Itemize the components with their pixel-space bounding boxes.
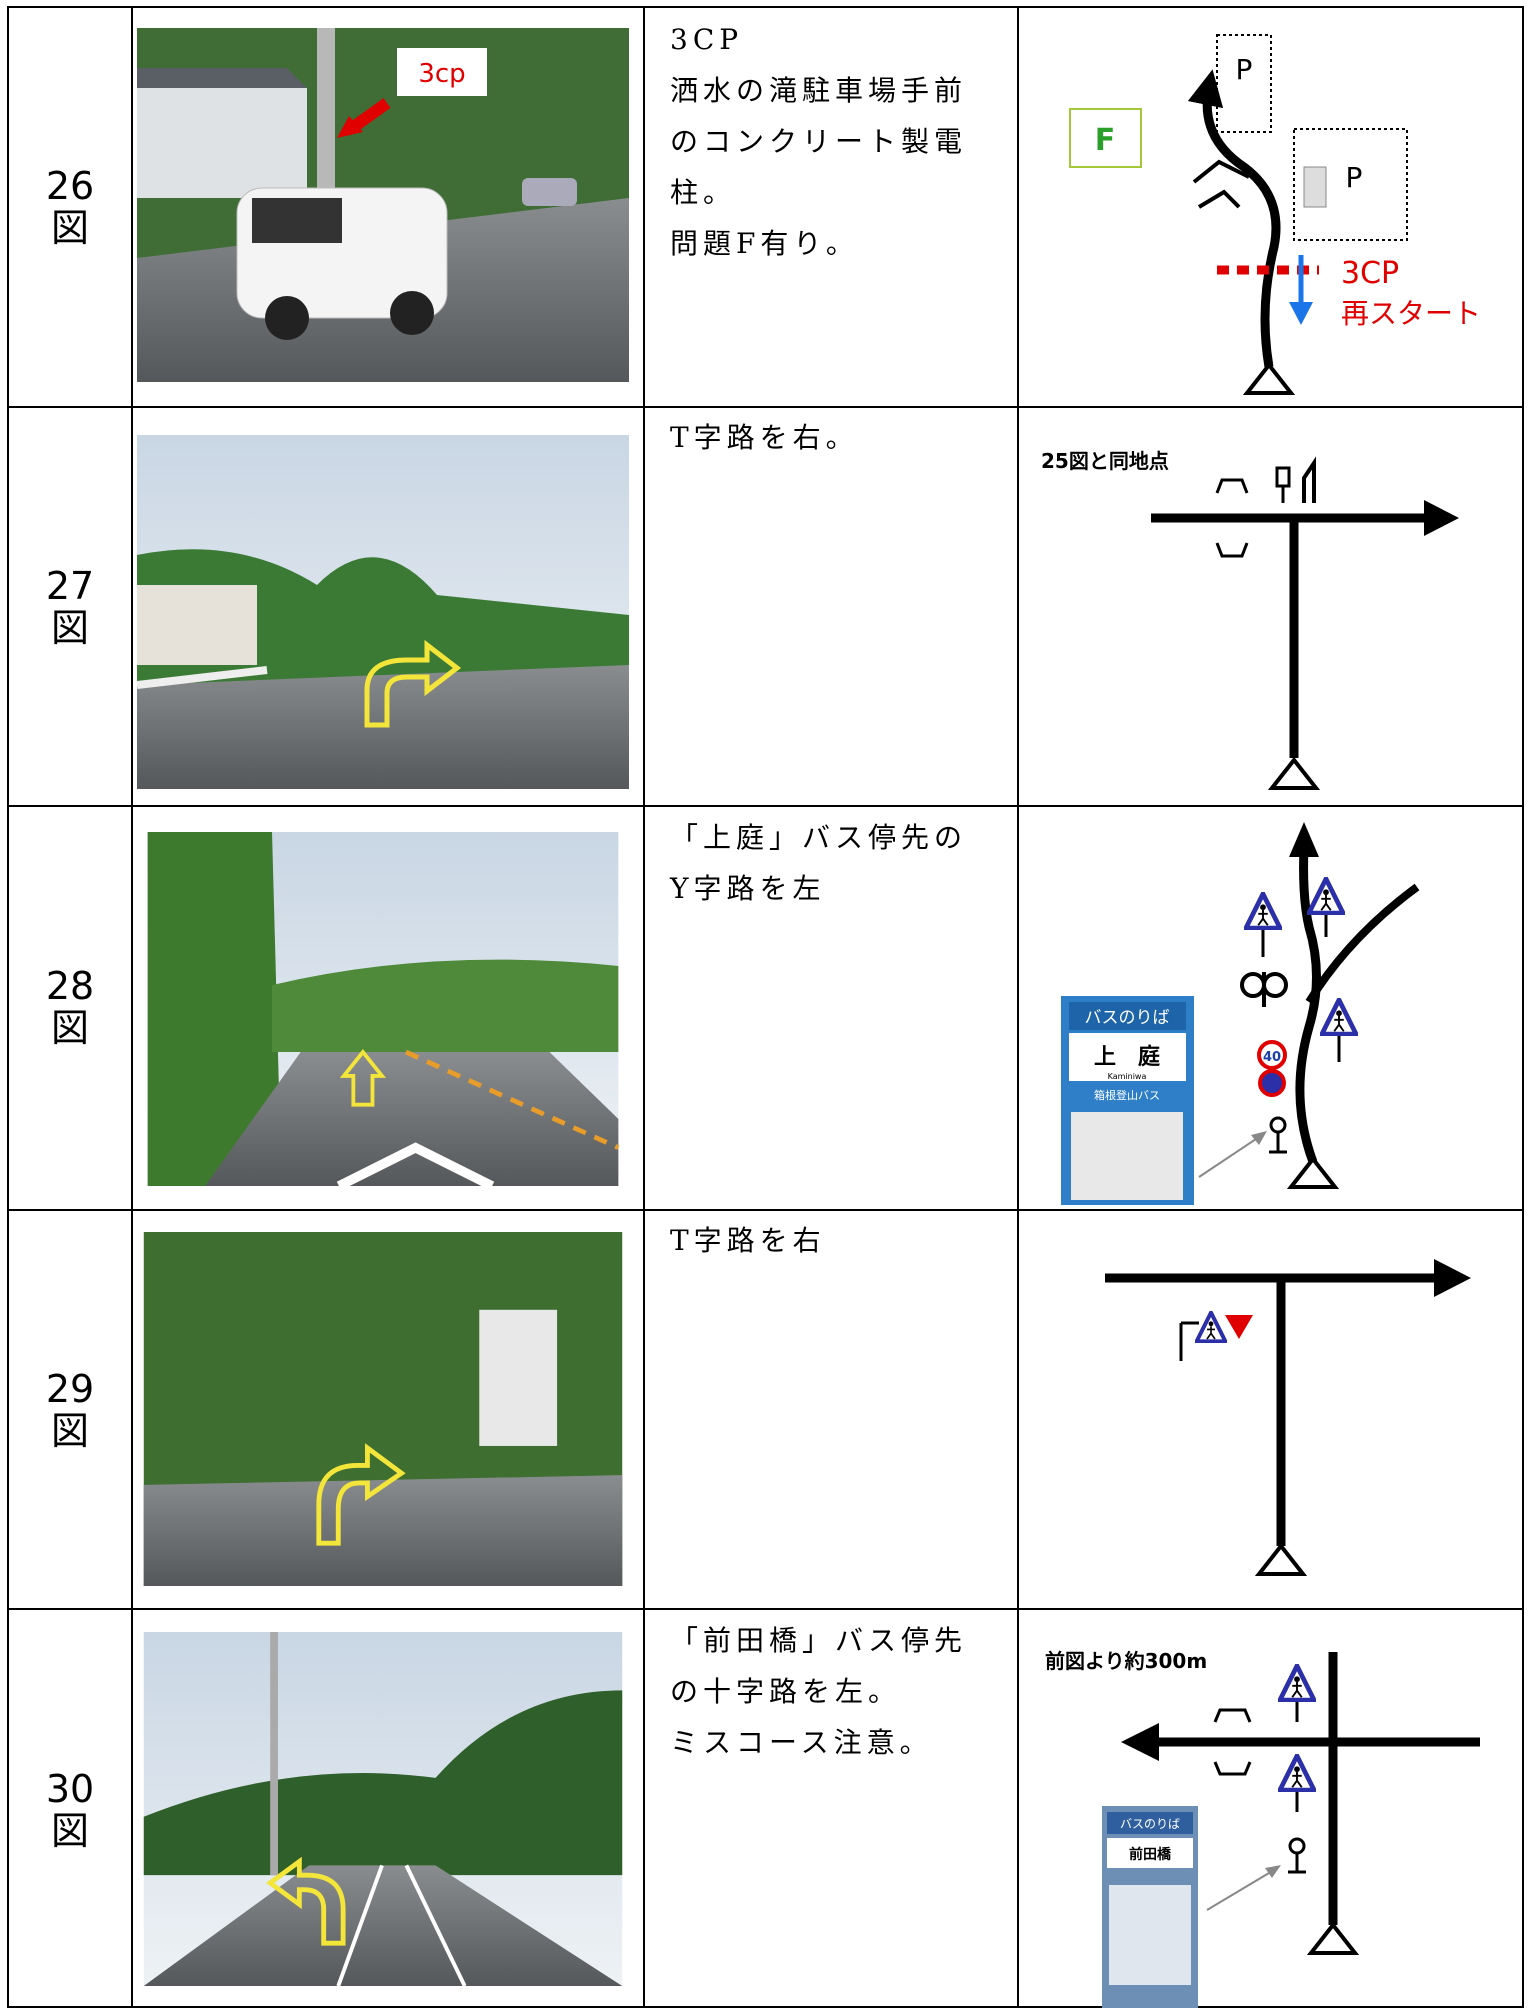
description-line: T字路を右。 <box>670 421 859 454</box>
note: 前図より約300m <box>1045 1649 1207 1673</box>
label: P <box>1236 53 1253 86</box>
description: T字路を右。 <box>670 412 1010 463</box>
description-line: の十字路を左。 <box>670 1675 902 1708</box>
description-line: 問題F有り。 <box>670 227 859 260</box>
rule <box>7 805 1524 807</box>
photo-label: 3cp <box>418 59 465 89</box>
rule <box>7 406 1524 408</box>
unit: 図 <box>50 206 89 250</box>
diagram: 25図と同地点 <box>1041 449 1459 790</box>
description-line: 「上庭」バス停先の <box>670 821 968 854</box>
label: 3CP <box>1341 256 1399 291</box>
label: P <box>1346 161 1363 194</box>
description-line: 「前田橋」バス停先 <box>670 1624 968 1657</box>
number: 27 <box>45 564 95 608</box>
diagram: F P P 3CP 再スタート <box>1069 34 1481 395</box>
description-line: T字路を右 <box>670 1224 826 1257</box>
unit: 図 <box>50 1409 89 1453</box>
diagram <box>1105 1259 1471 1576</box>
rule <box>7 2006 1524 2008</box>
row-number: 30 図 <box>9 1768 131 1852</box>
row-number: 28 図 <box>9 965 131 1049</box>
row-number: 29 図 <box>9 1368 131 1452</box>
description: 3CP 洒水の滝駐車場手前 のコンクリート製電 柱。問題F有り。 <box>670 14 1010 269</box>
description-line: ミスコース注意。 <box>670 1726 933 1759</box>
diagram: 前図より約300m バスのりば 前田橋 <box>1045 1649 1480 2008</box>
description: 「上庭」バス停先の Y字路を左 <box>670 812 1010 914</box>
photo: 3cp <box>137 28 629 382</box>
number: 26 <box>45 164 95 208</box>
row-number: 26 図 <box>9 165 131 249</box>
label: F <box>1095 123 1116 158</box>
rule <box>1017 6 1019 2007</box>
description-line: のコンクリート製電 <box>670 125 968 158</box>
number: 29 <box>45 1367 95 1411</box>
number: 28 <box>45 964 95 1008</box>
sign-text: Kaminiwa <box>1108 1072 1147 1081</box>
sign-text: バスのりば <box>1120 1817 1180 1831</box>
rule <box>7 6 9 2007</box>
unit: 図 <box>50 1006 89 1050</box>
speed-sign: 40 <box>1263 1050 1281 1065</box>
photo <box>147 832 620 1186</box>
row-number: 27 図 <box>9 565 131 649</box>
rule <box>1522 6 1524 2007</box>
rule <box>7 1209 1524 1211</box>
unit: 図 <box>50 606 89 650</box>
photo <box>143 1232 623 1586</box>
rule <box>131 6 133 2007</box>
note: 25図と同地点 <box>1041 449 1169 473</box>
rule <box>643 6 645 2007</box>
label: 再スタート <box>1341 297 1481 330</box>
unit: 図 <box>50 1809 89 1853</box>
number: 30 <box>45 1767 95 1811</box>
photo <box>137 435 629 789</box>
description: 「前田橋」バス停先 の十字路を左。 ミスコース注意。 <box>670 1615 1010 1768</box>
sign-text: 前田橋 <box>1129 1846 1172 1863</box>
description: T字路を右 <box>670 1215 1010 1266</box>
photo <box>143 1632 623 1986</box>
description-line: 洒水の滝駐車場手前 <box>670 74 968 107</box>
diagram: バスのりば 上 庭 Kaminiwa 箱根登山バス 40 <box>1061 822 1420 1205</box>
description-line: Y字路を左 <box>670 872 826 905</box>
description-line: 3CP <box>670 23 744 56</box>
sign-text: バスのりば <box>1085 1008 1170 1028</box>
sign-text: 箱根登山バス <box>1094 1088 1160 1102</box>
rule <box>7 6 1524 8</box>
rule <box>7 1608 1524 1610</box>
sign-text: 上 庭 <box>1094 1045 1161 1070</box>
description-line: 柱。 <box>670 176 737 209</box>
